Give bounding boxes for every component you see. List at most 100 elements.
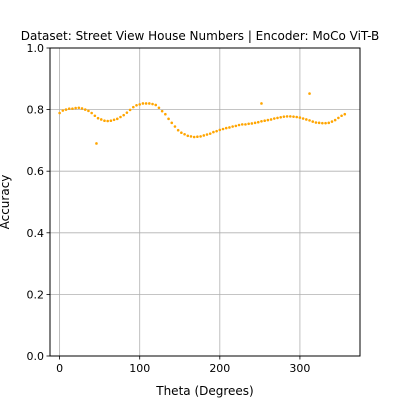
data-point [157, 106, 161, 110]
data-point [148, 102, 151, 105]
data-point [160, 109, 164, 113]
y-axis: 0.0 0.2 0.4 0.6 0.8 1.0 [27, 42, 50, 363]
y-axis-label: Accuracy [0, 175, 12, 230]
data-point [253, 121, 257, 125]
data-point [337, 116, 340, 120]
data-point [314, 121, 318, 124]
data-point [64, 108, 68, 111]
chart-title: Dataset: Street View House Numbers | Enc… [21, 29, 380, 43]
data-point [180, 131, 183, 134]
plot-frame [49, 47, 361, 357]
data-point [282, 115, 286, 118]
data-point [183, 132, 186, 136]
data-point [202, 134, 206, 137]
data-point [106, 119, 109, 123]
data-point [231, 125, 234, 128]
data-point [141, 102, 145, 105]
data-point [276, 116, 279, 120]
data-point [99, 118, 103, 121]
data-point [119, 115, 122, 119]
data-point [298, 116, 302, 119]
data-point [167, 117, 170, 121]
data-point [234, 124, 238, 128]
data-point [90, 111, 93, 115]
data-point [71, 107, 74, 110]
data-point [221, 127, 225, 131]
data-point [74, 106, 77, 110]
data-point [340, 114, 343, 118]
data-point [285, 115, 289, 118]
data-point [192, 135, 196, 139]
data-point [266, 118, 270, 122]
x-tick-label: 100 [129, 362, 150, 375]
data-point [109, 119, 113, 122]
data-point [87, 109, 90, 113]
data-point [83, 108, 87, 111]
data-point [260, 102, 263, 105]
data-point [96, 116, 100, 120]
data-point [305, 118, 308, 121]
data-point [228, 126, 231, 129]
x-tick-label: 0 [56, 362, 63, 375]
data-point [80, 107, 84, 110]
data-point [199, 135, 202, 138]
data-point [58, 111, 61, 115]
data-point [292, 115, 295, 118]
data-point [122, 113, 125, 117]
data-point [321, 121, 324, 125]
data-point [144, 102, 148, 105]
y-tick-label: 0.8 [27, 104, 45, 117]
data-point [237, 123, 241, 127]
data-point [95, 142, 98, 145]
data-point [170, 121, 174, 125]
data-point [103, 119, 106, 122]
data-point [112, 118, 116, 122]
y-tick-label: 0.4 [27, 227, 45, 240]
data-point [132, 105, 135, 109]
data-point [164, 112, 167, 116]
data-point [308, 119, 311, 122]
data-point [128, 108, 132, 112]
data-point [173, 125, 177, 128]
data-point [125, 111, 129, 114]
data-point [295, 115, 299, 119]
data-point [317, 121, 321, 125]
data-point [260, 120, 263, 123]
data-point [218, 128, 222, 132]
data-point [196, 135, 199, 139]
data-point [176, 128, 180, 132]
data-point [301, 117, 305, 120]
data-point [212, 130, 215, 134]
data-point [250, 122, 254, 125]
data-point [244, 123, 247, 126]
data-point [343, 112, 347, 116]
data-point [272, 117, 276, 120]
data-point [208, 132, 212, 135]
data-point [61, 109, 65, 112]
data-point [154, 103, 158, 107]
y-tick-label: 0.6 [27, 165, 45, 178]
data-point [151, 102, 154, 106]
data-points [58, 92, 347, 145]
data-point [67, 107, 71, 110]
data-point [189, 135, 193, 138]
x-tick-label: 200 [209, 362, 230, 375]
y-tick-label: 0.0 [27, 350, 45, 363]
data-point [115, 117, 119, 121]
data-point [330, 120, 334, 123]
data-point [240, 123, 244, 126]
data-point [308, 92, 311, 95]
data-point [138, 103, 142, 106]
data-point [263, 119, 266, 122]
data-point [269, 118, 273, 121]
data-point [289, 115, 292, 118]
data-point [324, 121, 327, 125]
data-point [93, 114, 97, 118]
x-axis: 0 100 200 300 [56, 356, 310, 375]
data-point [279, 116, 282, 119]
data-point [205, 133, 209, 136]
data-point [135, 103, 138, 107]
x-tick-label: 300 [289, 362, 310, 375]
